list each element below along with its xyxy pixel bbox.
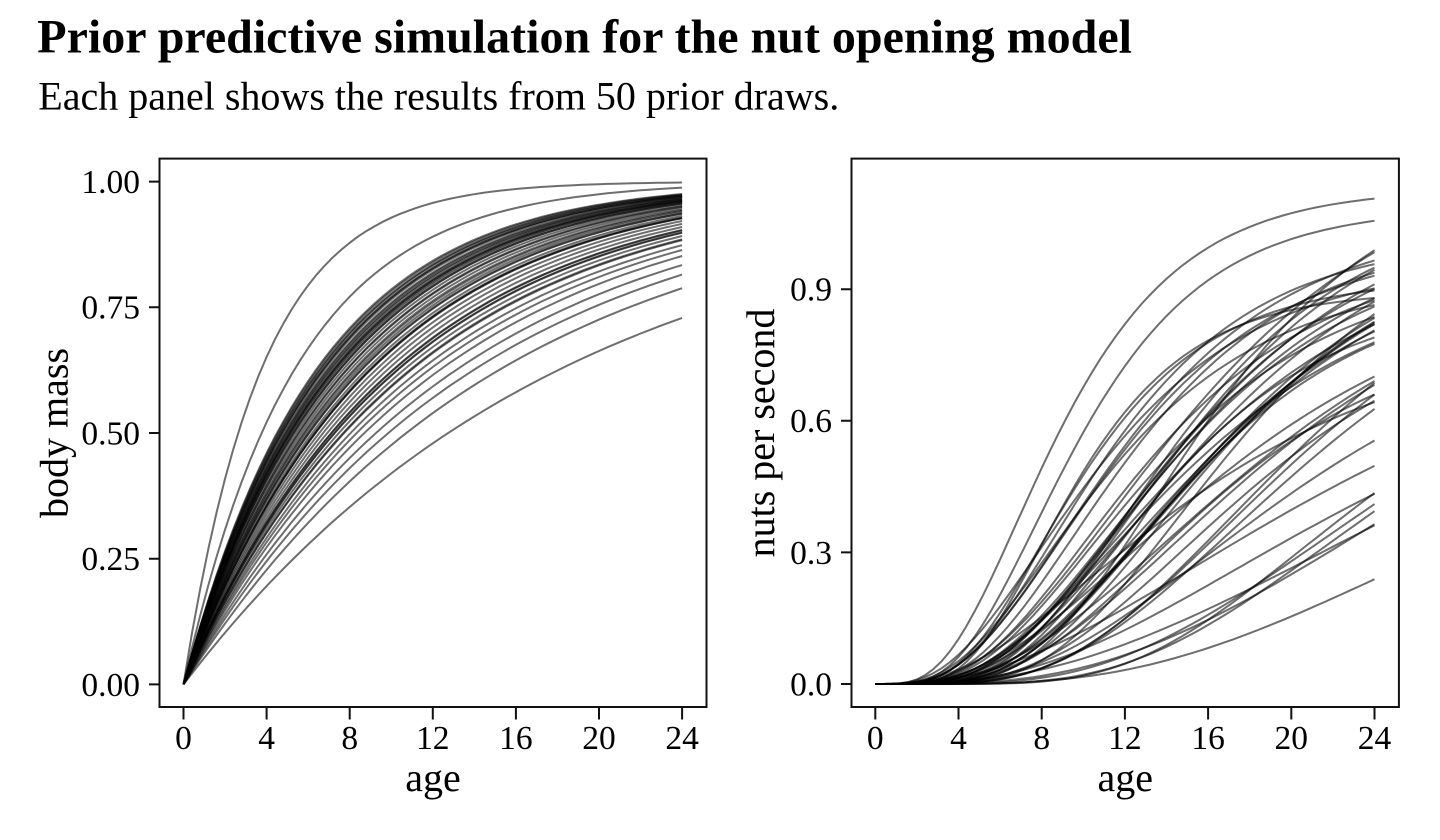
svg-text:0: 0 <box>175 720 192 757</box>
svg-text:20: 20 <box>582 720 616 757</box>
svg-text:8: 8 <box>341 720 358 757</box>
svg-text:24: 24 <box>665 720 699 757</box>
svg-text:0.75: 0.75 <box>81 290 140 327</box>
svg-text:1.00: 1.00 <box>81 164 140 201</box>
svg-text:0: 0 <box>867 720 884 757</box>
svg-text:0.0: 0.0 <box>790 666 832 703</box>
svg-text:4: 4 <box>258 720 275 757</box>
svg-text:0.3: 0.3 <box>790 535 832 572</box>
svg-text:Each panel shows the results f: Each panel shows the results from 50 pri… <box>38 73 839 118</box>
svg-text:24: 24 <box>1358 720 1392 757</box>
svg-text:0.00: 0.00 <box>81 667 140 704</box>
svg-text:0.6: 0.6 <box>790 403 832 440</box>
svg-text:12: 12 <box>416 720 450 757</box>
svg-text:20: 20 <box>1275 720 1309 757</box>
svg-text:Prior predictive simulation fo: Prior predictive simulation for the nut … <box>37 11 1132 64</box>
svg-text:0.25: 0.25 <box>81 541 140 578</box>
svg-text:body mass: body mass <box>31 348 76 518</box>
svg-text:12: 12 <box>1108 720 1142 757</box>
svg-text:age: age <box>405 755 461 800</box>
svg-text:nuts per second: nuts per second <box>738 309 783 558</box>
svg-text:age: age <box>1097 755 1153 800</box>
svg-text:16: 16 <box>1191 720 1225 757</box>
svg-text:0.50: 0.50 <box>81 415 140 452</box>
svg-text:4: 4 <box>950 720 967 757</box>
svg-text:8: 8 <box>1033 720 1050 757</box>
svg-text:16: 16 <box>499 720 533 757</box>
svg-text:0.9: 0.9 <box>790 272 832 309</box>
